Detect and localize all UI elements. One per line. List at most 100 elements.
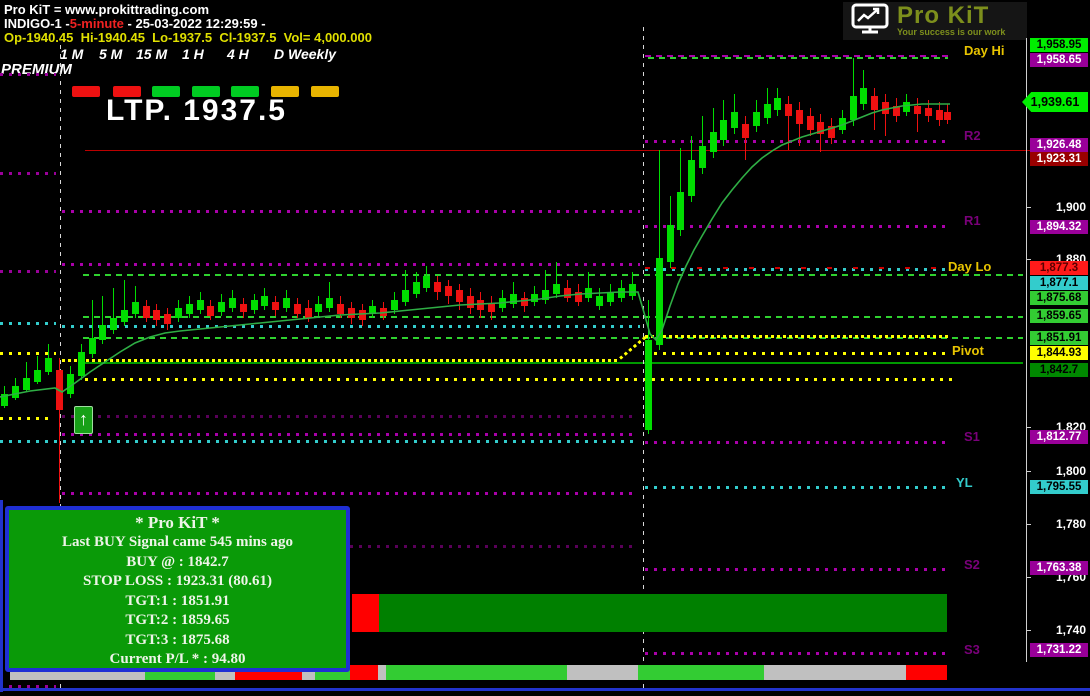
candle	[488, 304, 495, 312]
timeframe-label-15m[interactable]: 15 M	[136, 46, 168, 62]
candle	[1, 394, 8, 406]
level-line	[62, 210, 640, 213]
candle	[521, 298, 528, 306]
candle	[731, 112, 738, 128]
level-line	[62, 263, 640, 266]
signal-bar-row2-segment	[567, 665, 638, 680]
candle	[645, 340, 652, 430]
candle-wick	[853, 58, 854, 126]
candle	[56, 370, 63, 410]
candle	[207, 306, 214, 316]
candle	[510, 294, 517, 304]
candle	[369, 306, 376, 314]
timeframe-button-6[interactable]	[311, 86, 339, 97]
price-level-tag: 1,958.65	[1030, 53, 1088, 67]
level-label-day-lo: Day Lo	[948, 259, 992, 274]
level-label-s2: S2	[964, 557, 980, 572]
candle	[656, 258, 663, 345]
level-line	[645, 225, 945, 228]
candle	[391, 300, 398, 310]
price-level-tag: 1,926.48	[1030, 138, 1088, 152]
signal-bar-row2-segment	[378, 665, 386, 680]
signal-info-box: * Pro KiT * Last BUY Signal came 545 min…	[5, 506, 350, 672]
candle	[796, 110, 803, 124]
candle-wick	[59, 358, 60, 503]
level-label-yl: YL	[956, 475, 973, 490]
candle	[914, 106, 921, 114]
candle	[807, 116, 814, 130]
price-level-tag: 1,842.7	[1030, 363, 1088, 377]
candle	[871, 96, 878, 110]
candle	[585, 288, 592, 298]
candle	[445, 286, 452, 296]
timeframe-label-1h[interactable]: 1 H	[182, 46, 204, 62]
candle	[667, 225, 674, 262]
signal-bar-row2-segment	[638, 665, 764, 680]
axis-tick-mark	[1026, 259, 1031, 260]
candle	[710, 132, 717, 152]
level-line	[645, 652, 945, 655]
level-line	[0, 270, 56, 273]
candle	[294, 304, 301, 314]
app-title: Pro KiT = www.prokittrading.com	[4, 2, 210, 17]
axis-tick-mark	[1026, 207, 1031, 208]
level-line	[0, 685, 56, 688]
timeframe-button-0[interactable]	[72, 86, 100, 97]
timeframe-label-1m[interactable]: 1 M	[60, 46, 84, 62]
candle	[839, 118, 846, 130]
level-label-s1: S1	[964, 429, 980, 444]
symbol-name: INDIGO-1 -	[4, 16, 70, 31]
timeframe-button-4[interactable]	[231, 86, 259, 97]
candle	[143, 306, 150, 318]
level-line	[645, 441, 948, 444]
axis-tick-label: 1,900	[1055, 200, 1086, 214]
level-label-day-hi: Day Hi	[964, 43, 1005, 58]
candle	[380, 308, 387, 316]
signal-line: STOP LOSS : 1923.31 (80.61)	[83, 573, 272, 589]
level-line	[62, 415, 637, 418]
candle	[564, 288, 571, 298]
level-line	[85, 378, 953, 381]
signal-box-title: * Pro KiT *	[135, 513, 220, 532]
level-line	[83, 316, 1023, 318]
logo-title: Pro KiT	[897, 2, 990, 29]
price-level-tag: 1,877.1	[1030, 276, 1088, 290]
candle	[283, 298, 290, 308]
level-line	[83, 362, 1023, 364]
axis-tick-mark	[1026, 630, 1031, 631]
signal-bar-row2-segment	[386, 665, 567, 680]
level-line	[0, 73, 56, 76]
timeframe-label-5m[interactable]: 5 M	[99, 46, 123, 62]
timeframe-button-3[interactable]	[192, 86, 220, 97]
level-label-pivot: Pivot	[952, 343, 984, 358]
timeframe-button-5[interactable]	[271, 86, 299, 97]
timeframe-value: 5-minute	[69, 16, 124, 31]
candle-wick	[745, 116, 746, 160]
level-label-r1: R1	[964, 213, 981, 228]
candle	[251, 300, 258, 310]
axis-tick-mark	[1026, 427, 1031, 428]
price-level-tag: 1,875.68	[1030, 291, 1088, 305]
signal-line: Last BUY Signal came 545 mins ago	[61, 534, 294, 550]
logo-box: Pro KiT Your success is our work	[843, 2, 1027, 40]
axis-tick-label: 1,800	[1055, 464, 1086, 478]
signal-bar-row1-segment	[352, 594, 379, 632]
ltp-readout: LTP. 1937.5	[106, 94, 287, 127]
axis-tick-mark	[1026, 577, 1031, 578]
signal-bar-row2-segment	[906, 665, 947, 680]
signal-bar-row1-segment	[379, 594, 947, 632]
candle	[337, 304, 344, 314]
level-label-r2: R2	[964, 128, 981, 143]
price-level-tag: 1,844.93	[1030, 346, 1088, 360]
timeframe-button-1[interactable]	[113, 86, 141, 97]
signal-bar-row2-segment	[350, 665, 378, 680]
candle	[402, 290, 409, 302]
timeframe-label-4h[interactable]: 4 H	[227, 46, 249, 62]
candle	[359, 310, 366, 320]
price-level-tag: 1,731.22	[1030, 643, 1088, 657]
timeframe-label-dweekly[interactable]: D Weekly	[274, 46, 336, 62]
candle	[23, 378, 30, 390]
candle	[12, 386, 19, 398]
timeframe-button-2[interactable]	[152, 86, 180, 97]
